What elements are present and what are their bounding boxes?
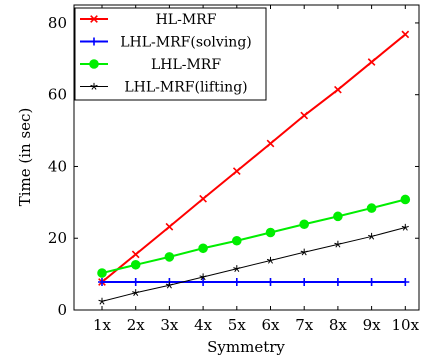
data-point <box>131 250 140 259</box>
x-tick-label: 5x <box>228 316 247 334</box>
legend-item: LHL-MRF(lifting) <box>80 80 248 96</box>
data-point <box>232 235 242 246</box>
data-point <box>164 252 175 262</box>
x-tick-label: 7x <box>295 316 314 334</box>
data-point <box>98 278 106 287</box>
plot-frame <box>73 4 420 311</box>
data-point <box>165 222 174 231</box>
legend: HL-MRF LHL-MRF(solving) LHL-MRF LHL-MRF(lif… <box>74 7 267 101</box>
legend-marker <box>90 82 98 90</box>
data-point <box>199 273 207 281</box>
y-tick-label: 60 <box>48 86 67 104</box>
series-layer <box>97 30 411 305</box>
series-3 <box>98 223 409 305</box>
x-tick-label: 10x <box>392 316 420 334</box>
data-point <box>131 278 140 287</box>
data-point <box>300 111 309 120</box>
legend-item: LHL-MRF(solving) <box>80 35 252 51</box>
data-point <box>130 259 141 270</box>
data-point <box>232 278 241 287</box>
x-axis-label: Symmetry <box>207 338 285 356</box>
legend-item: LHL-MRF <box>80 57 221 73</box>
data-point <box>401 278 410 287</box>
legend-label: HL-MRF <box>156 12 217 28</box>
data-point <box>333 211 343 222</box>
legend-marker <box>89 59 99 69</box>
data-point <box>401 223 409 231</box>
legend-items: HL-MRF LHL-MRF(solving) LHL-MRF LHL-MRF(lif… <box>80 12 252 96</box>
data-point <box>232 167 241 176</box>
data-point <box>265 227 276 238</box>
x-tick-label: 9x <box>363 316 382 334</box>
y-tick-label: 20 <box>48 229 67 247</box>
data-point <box>199 194 207 203</box>
legend-box <box>74 7 267 101</box>
series-1 <box>98 278 410 287</box>
data-point <box>266 256 275 264</box>
series-2 <box>97 194 411 278</box>
data-point <box>401 30 410 39</box>
data-point <box>367 278 376 287</box>
x-tick-label: 4x <box>194 316 213 334</box>
data-point <box>300 278 309 287</box>
data-point <box>98 297 106 305</box>
data-point <box>366 203 377 213</box>
x-tick-label: 2x <box>127 316 146 334</box>
x-tick-label: 3x <box>160 316 179 334</box>
data-point <box>199 278 208 287</box>
series-line <box>101 198 406 275</box>
axis-ticks: 0 20 40 60 80 1x 2x 3x 4x 5x 6x 7x 8x 9x 10x <box>48 5 420 334</box>
x-tick-label: 8x <box>329 316 348 334</box>
legend-label: LHL-MRF(solving) <box>120 35 252 51</box>
data-point <box>300 248 308 256</box>
series-0 <box>98 30 410 286</box>
data-point <box>266 278 275 287</box>
data-point <box>334 240 342 248</box>
data-point <box>400 194 411 205</box>
data-point <box>368 232 376 240</box>
series-line <box>101 226 406 302</box>
data-point <box>233 265 241 272</box>
legend-marker <box>90 15 98 23</box>
y-tick-label: 40 <box>48 157 67 175</box>
data-point <box>266 139 275 148</box>
data-point <box>333 278 342 287</box>
legend-marker <box>90 37 98 46</box>
y-axis-label: Time (in sec) <box>16 108 34 207</box>
data-point <box>165 281 173 289</box>
y-tick-label: 80 <box>48 14 67 32</box>
data-point <box>97 268 107 278</box>
data-point <box>132 289 140 296</box>
legend-label: LHL-MRF(lifting) <box>124 80 247 96</box>
data-point <box>299 219 310 230</box>
x-tick-label: 6x <box>261 316 280 334</box>
data-point <box>367 58 376 66</box>
legend-item: HL-MRF <box>80 12 217 28</box>
legend-label: LHL-MRF <box>151 57 221 73</box>
series-line <box>101 33 406 283</box>
data-point <box>198 243 208 254</box>
data-point <box>334 85 342 94</box>
y-tick-label: 0 <box>57 301 67 319</box>
x-tick-label: 1x <box>93 316 112 334</box>
